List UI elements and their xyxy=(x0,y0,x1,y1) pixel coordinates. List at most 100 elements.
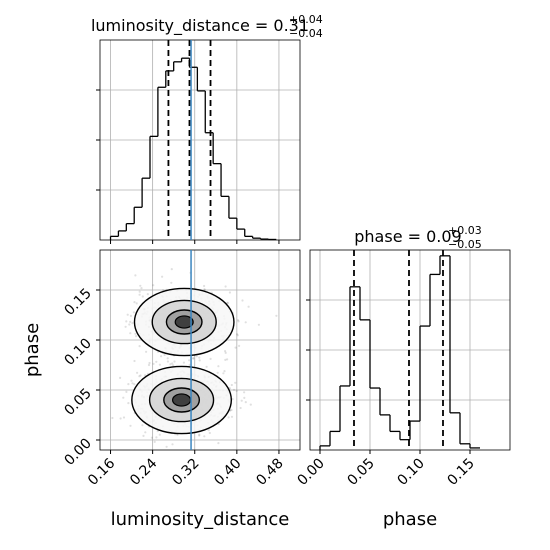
scatter-point-281 xyxy=(169,363,172,366)
scatter-point-21 xyxy=(138,293,141,296)
hist2-xtick-label-2: 0.10 xyxy=(394,456,427,489)
scatter-point-357 xyxy=(126,313,129,316)
scatter-point-62 xyxy=(170,268,173,271)
scatter-point-1141 xyxy=(133,383,136,386)
scatter-point-79 xyxy=(241,299,244,302)
scatter-point-1142 xyxy=(122,396,125,399)
scatter-point-838 xyxy=(192,357,195,360)
scatter-point-1022 xyxy=(111,416,114,420)
scatter-point-213 xyxy=(119,376,122,379)
scatter-point-26 xyxy=(236,319,240,322)
scatter-point-86 xyxy=(138,345,141,348)
scatter-point-711 xyxy=(122,416,126,419)
scatter-point-859 xyxy=(150,436,153,439)
scatter-point-378 xyxy=(141,295,144,298)
hist1-title-minus: −0.04 xyxy=(289,27,323,40)
joint-xtick-label-1: 0.24 xyxy=(127,455,160,488)
scatter-point-1238 xyxy=(172,364,175,367)
scatter-point-508 xyxy=(236,333,239,336)
scatter-point-944 xyxy=(133,359,136,363)
hist1-grid xyxy=(100,40,300,240)
scatter-point-616 xyxy=(135,335,138,338)
scatter-point-204 xyxy=(224,351,227,354)
scatter-point-344 xyxy=(139,284,142,287)
scatter-point-227 xyxy=(198,359,201,362)
joint-ytick-label-3: 0.15 xyxy=(61,286,94,319)
scatter-point-881 xyxy=(205,365,208,368)
scatter-point-581 xyxy=(124,325,127,328)
scatter-point-148 xyxy=(129,314,132,317)
scatter-point-980 xyxy=(230,415,234,418)
scatter-point-620 xyxy=(161,275,164,278)
scatter-point-1013 xyxy=(155,360,158,363)
scatter-point-268 xyxy=(133,301,136,304)
scatter-point-608 xyxy=(192,357,195,360)
scatter-point-194 xyxy=(129,332,132,335)
scatter-point-1224 xyxy=(235,389,238,392)
scatter-point-1250 xyxy=(131,382,134,385)
hist2-quantile-lines xyxy=(353,250,444,450)
scatter-point-1292 xyxy=(208,431,211,435)
scatter-point-930 xyxy=(195,355,198,358)
scatter-point-498 xyxy=(125,320,128,323)
scatter-point-784 xyxy=(130,379,133,382)
scatter-point-1218 xyxy=(156,430,159,433)
scatter-point-273 xyxy=(138,290,141,293)
scatter-point-1236 xyxy=(188,363,191,366)
scatter-point-200 xyxy=(170,281,173,284)
scatter-point-978 xyxy=(217,365,220,368)
scatter-point-1288 xyxy=(243,396,246,399)
scatter-point-461 xyxy=(160,355,163,358)
contour-mode0-level3 xyxy=(174,315,194,329)
scatter-point-668 xyxy=(173,360,176,363)
scatter-point-1179 xyxy=(182,361,185,364)
scatter-point-514 xyxy=(188,359,191,362)
scatter-point-904 xyxy=(198,433,201,436)
joint-xtick-label-2: 0.32 xyxy=(169,456,202,489)
scatter-point-1132 xyxy=(203,435,206,438)
scatter-point-1203 xyxy=(198,434,201,437)
hist1-step-line xyxy=(109,57,277,241)
joint-contours xyxy=(131,287,235,435)
scatter-point-219 xyxy=(226,358,229,361)
scatter-point-870 xyxy=(127,402,130,405)
scatter-point-1090 xyxy=(148,361,151,365)
scatter-point-1156 xyxy=(165,445,168,448)
scatter-point-256 xyxy=(166,357,169,360)
scatter-point-637 xyxy=(244,321,247,324)
scatter-point-324 xyxy=(257,323,260,326)
scatter-point-649 xyxy=(155,436,158,439)
scatter-point-1011 xyxy=(142,434,145,437)
scatter-point-246 xyxy=(226,301,229,304)
hist2-title-plus: +0.03 xyxy=(448,224,482,237)
scatter-point-663 xyxy=(243,391,246,394)
joint-ylabel: phase xyxy=(22,323,43,377)
scatter-point-1247 xyxy=(176,433,179,436)
scatter-point-1059 xyxy=(138,375,141,378)
scatter-point-1025 xyxy=(232,388,236,391)
hist2-step-line xyxy=(319,255,480,450)
scatter-point-1091 xyxy=(158,433,161,436)
hist2-xtick-label-0: 0.00 xyxy=(294,456,327,489)
scatter-point-630 xyxy=(198,356,201,359)
scatter-point-794 xyxy=(141,424,144,427)
scatter-point-827 xyxy=(127,383,130,386)
hist2-xtick-label-3: 0.15 xyxy=(444,456,477,489)
scatter-point-29 xyxy=(134,274,137,277)
scatter-point-1069 xyxy=(244,401,247,404)
hist2-xlabel: phase xyxy=(383,509,437,530)
scatter-point-104 xyxy=(203,288,206,291)
panel-joint-scatter: 0.16 0.24 0.32 0.40 0.48 0.00 0.05 0.10 0.15 lum… xyxy=(22,249,301,530)
scatter-point-176 xyxy=(224,358,227,361)
scatter-point-915 xyxy=(222,372,225,375)
scatter-point-732 xyxy=(136,371,139,374)
joint-xtick-label-3: 0.40 xyxy=(211,456,244,489)
scatter-point-1028 xyxy=(230,383,233,387)
hist1-title: luminosity_distance = 0.31 xyxy=(91,16,309,36)
scatter-point-556 xyxy=(236,334,239,337)
scatter-point-786 xyxy=(153,440,156,443)
scatter-point-641 xyxy=(146,293,149,296)
scatter-point-885 xyxy=(230,408,233,412)
scatter-point-1153 xyxy=(171,362,174,365)
